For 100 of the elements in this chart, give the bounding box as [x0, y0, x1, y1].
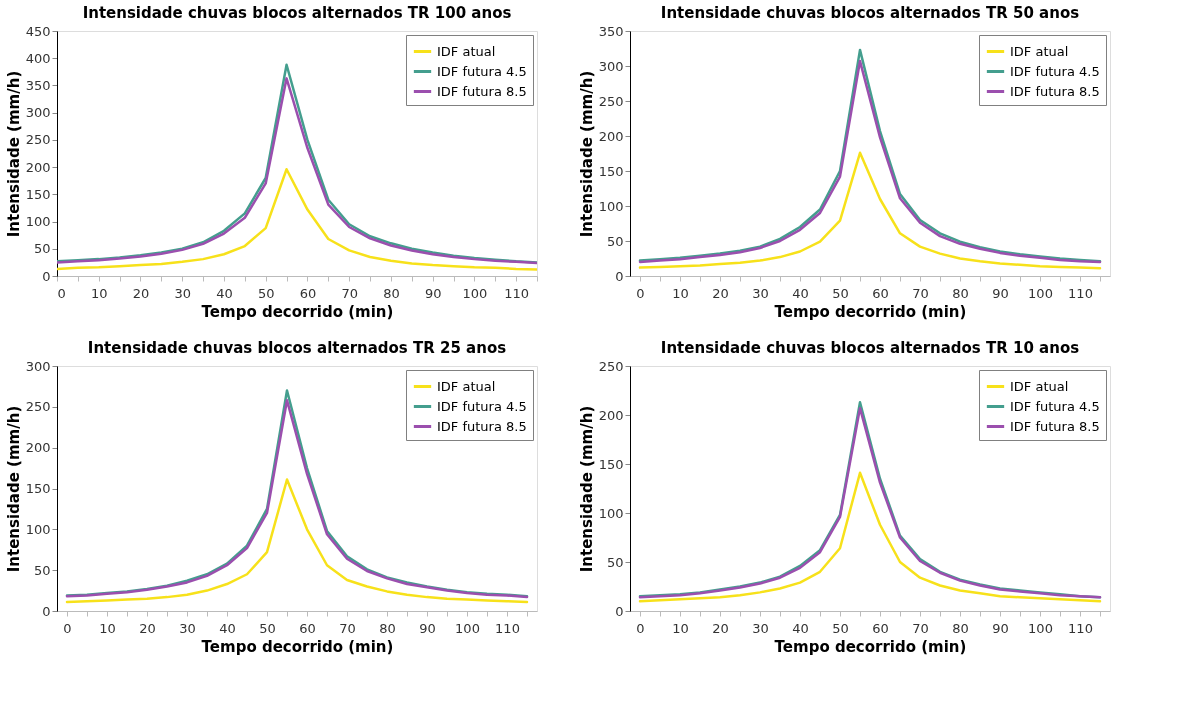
y-tick-label: 50 — [33, 562, 51, 578]
x-tick-label: 100 — [1028, 285, 1053, 301]
x-tick-label: 90 — [424, 285, 442, 301]
y-tick-label: 250 — [598, 93, 624, 109]
legend-label: IDF futura 4.5 — [1010, 63, 1100, 79]
legend-label: IDF atual — [437, 43, 496, 59]
legend-label: IDF futura 8.5 — [1010, 83, 1100, 99]
y-tick-label: 350 — [598, 23, 624, 39]
x-tick-label: 20 — [132, 285, 150, 301]
x-tick-label: 50 — [832, 620, 849, 636]
x-tick-label: 80 — [952, 285, 969, 301]
x-tick-label: 10 — [99, 620, 116, 636]
x-tick-label: 60 — [872, 285, 889, 301]
legend-label: IDF atual — [1010, 378, 1069, 394]
y-tick-label: 50 — [606, 233, 624, 249]
y-tick-label: 300 — [25, 105, 51, 121]
x-tick-label: 110 — [495, 620, 520, 636]
y-tick-label: 300 — [25, 358, 51, 374]
y-tick-label: 250 — [25, 132, 51, 148]
y-axis-title: Intensidade (mm/h) — [4, 70, 23, 238]
y-tick-label: 50 — [606, 554, 624, 570]
legend-label: IDF atual — [1010, 43, 1069, 59]
x-tick-label: 40 — [792, 285, 809, 301]
y-tick-label: 100 — [25, 214, 51, 230]
x-axis-title: Tempo decorrido (min) — [774, 637, 967, 656]
x-tick-label: 0 — [636, 620, 645, 636]
x-tick-label: 30 — [752, 620, 769, 636]
legend-label: IDF futura 4.5 — [437, 63, 527, 79]
chart-title: Intensidade chuvas blocos alternados TR 50 anos — [660, 4, 1080, 22]
x-axis-title: Tempo decorrido (min) — [774, 302, 967, 321]
x-tick-label: 0 — [57, 285, 66, 301]
legend-label: IDF atual — [437, 378, 496, 394]
x-axis-title: Tempo decorrido (min) — [201, 637, 394, 656]
x-tick-label: 90 — [992, 620, 1009, 636]
x-tick-label: 100 — [455, 620, 480, 636]
x-tick-label: 10 — [672, 285, 689, 301]
y-tick-label: 0 — [615, 268, 624, 284]
x-tick-label: 80 — [383, 285, 400, 301]
legend-label: IDF futura 4.5 — [1010, 398, 1100, 414]
x-tick-label: 30 — [179, 620, 196, 636]
chart-title: Intensidade chuvas blocos alternados TR 10 anos — [660, 339, 1080, 357]
x-tick-label: 60 — [299, 620, 316, 636]
x-tick-label: 70 — [912, 285, 929, 301]
y-tick-label: 100 — [598, 198, 624, 214]
x-tick-label: 100 — [462, 285, 488, 301]
x-tick-label: 30 — [752, 285, 769, 301]
chart-title: Intensidade chuvas blocos alternados TR 25 anos — [87, 339, 507, 357]
y-tick-label: 0 — [42, 603, 51, 619]
y-tick-label: 300 — [598, 58, 624, 74]
x-tick-label: 100 — [1028, 620, 1053, 636]
legend-label: IDF futura 4.5 — [437, 398, 527, 414]
x-tick-label: 80 — [379, 620, 396, 636]
legend-label: IDF futura 8.5 — [437, 83, 527, 99]
y-tick-label: 450 — [25, 23, 51, 39]
y-axis-title: Intensidade (mm/h) — [577, 405, 596, 573]
x-tick-label: 80 — [952, 620, 969, 636]
x-tick-label: 70 — [339, 620, 356, 636]
y-axis-title: Intensidade (mm/h) — [577, 70, 596, 238]
y-tick-label: 200 — [25, 440, 51, 456]
x-tick-label: 0 — [63, 620, 72, 636]
x-tick-label: 60 — [872, 620, 889, 636]
x-axis-title: Tempo decorrido (min) — [201, 302, 394, 321]
x-tick-label: 10 — [90, 285, 108, 301]
x-tick-label: 70 — [341, 285, 358, 301]
y-tick-label: 250 — [598, 358, 624, 374]
x-tick-label: 50 — [257, 285, 275, 301]
y-tick-label: 250 — [25, 399, 51, 415]
y-tick-label: 150 — [598, 456, 624, 472]
y-tick-label: 200 — [598, 407, 624, 423]
y-axis-title: Intensidade (mm/h) — [4, 405, 23, 573]
x-tick-label: 50 — [259, 620, 276, 636]
x-tick-label: 90 — [992, 285, 1009, 301]
x-tick-label: 70 — [912, 620, 929, 636]
y-tick-label: 50 — [33, 241, 51, 257]
x-tick-label: 110 — [1068, 285, 1093, 301]
x-tick-label: 30 — [174, 285, 191, 301]
x-tick-label: 50 — [832, 285, 849, 301]
y-tick-label: 100 — [598, 505, 624, 521]
x-tick-label: 110 — [1068, 620, 1093, 636]
x-tick-label: 110 — [504, 285, 530, 301]
y-tick-label: 150 — [598, 163, 624, 179]
x-tick-label: 40 — [216, 285, 233, 301]
x-tick-label: 0 — [636, 285, 645, 301]
y-tick-label: 200 — [598, 128, 624, 144]
y-tick-label: 200 — [25, 159, 51, 175]
y-tick-label: 400 — [25, 50, 51, 66]
chart-title: Intensidade chuvas blocos alternados TR 100 anos — [82, 4, 512, 22]
legend-label: IDF futura 8.5 — [437, 418, 527, 434]
x-tick-label: 20 — [712, 285, 729, 301]
legend-label: IDF futura 8.5 — [1010, 418, 1100, 434]
x-tick-label: 90 — [419, 620, 436, 636]
x-tick-label: 20 — [139, 620, 156, 636]
y-tick-label: 100 — [25, 521, 51, 537]
y-tick-label: 150 — [25, 186, 51, 202]
x-tick-label: 40 — [219, 620, 236, 636]
y-tick-label: 0 — [42, 268, 51, 284]
y-tick-label: 150 — [25, 481, 51, 496]
x-tick-label: 60 — [299, 285, 317, 301]
x-tick-label: 20 — [712, 620, 729, 636]
x-tick-label: 40 — [792, 620, 809, 636]
